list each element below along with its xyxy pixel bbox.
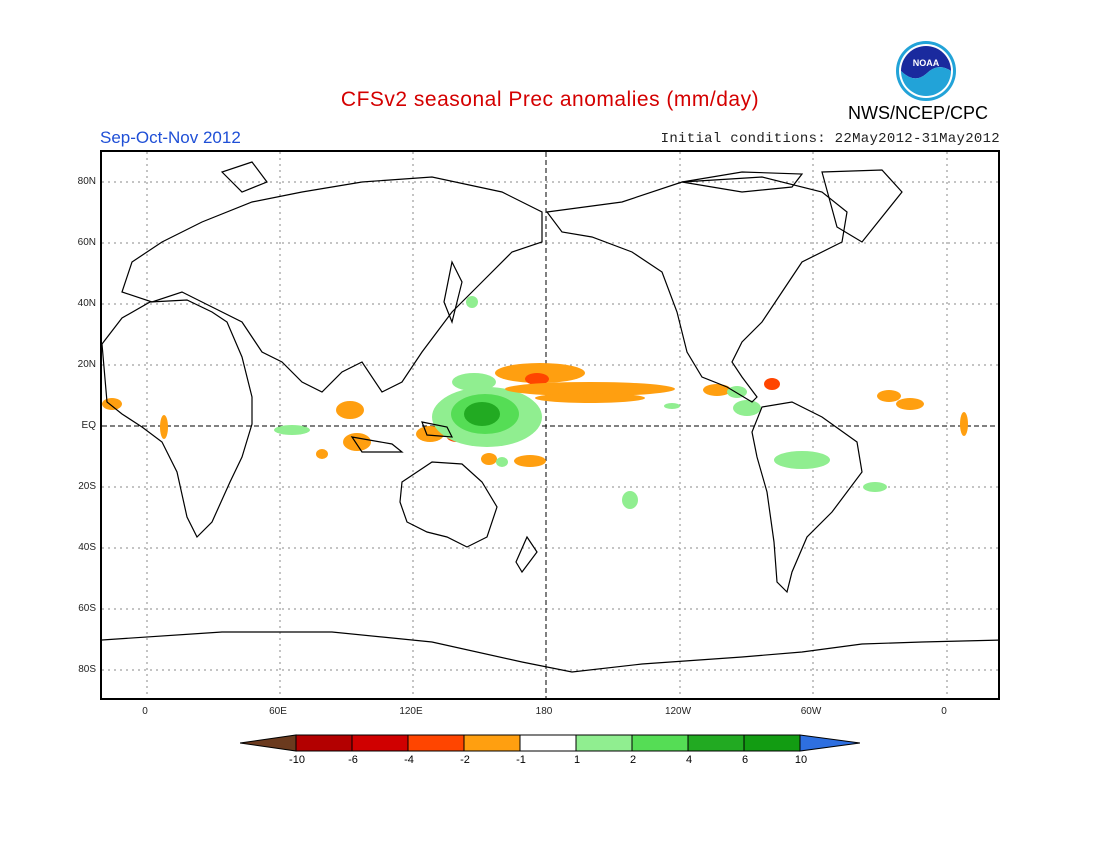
equator-dateline	[102, 152, 998, 698]
lat-label: 60S	[78, 603, 96, 614]
legend-tick: 4	[685, 754, 693, 766]
legend-swatch	[743, 734, 801, 752]
coastlines	[102, 161, 998, 673]
lon-label: 120W	[664, 706, 692, 717]
legend-swatch	[519, 734, 577, 752]
lat-label: 80S	[78, 664, 96, 675]
precip-anomalies	[102, 296, 968, 509]
map-title: CFSv2 seasonal Prec anomalies (mm/day)	[340, 88, 760, 111]
map-frame	[100, 150, 1000, 700]
legend-tick: 10	[794, 754, 808, 766]
noaa-logo: NOAA	[896, 41, 956, 101]
graticule	[102, 152, 998, 698]
legend-tick: 6	[741, 754, 749, 766]
legend-tick: -2	[460, 754, 470, 766]
legend-swatch	[240, 734, 297, 752]
initial-conditions-label: Initial conditions: 22May2012-31May2012	[660, 131, 1000, 147]
lon-label: 0	[941, 706, 947, 717]
legend-tick: 2	[629, 754, 637, 766]
lon-label: 60E	[269, 706, 287, 717]
lon-label: 180	[535, 706, 553, 717]
lon-label: 0	[142, 706, 148, 717]
legend-tick: 1	[573, 754, 581, 766]
legend-colorbar	[240, 734, 860, 752]
lat-label: 20N	[77, 359, 96, 370]
legend-tick: -4	[404, 754, 414, 766]
lat-label: 80N	[77, 176, 96, 187]
legend-swatch	[575, 734, 633, 752]
lat-label: EQ	[81, 420, 96, 431]
lat-label: 20S	[78, 481, 96, 492]
legend-tick: -1	[516, 754, 526, 766]
legend-tick: -10	[289, 754, 305, 766]
lat-label: 40N	[77, 298, 96, 309]
legend-swatch	[631, 734, 689, 752]
map-canvas	[102, 152, 998, 698]
logo-text: NOAA	[913, 58, 940, 68]
legend-tick: -6	[348, 754, 358, 766]
legend-swatch	[687, 734, 745, 752]
lat-label: 60N	[77, 237, 96, 248]
lat-label: 40S	[78, 542, 96, 553]
legend-swatch	[463, 734, 521, 752]
legend-swatch	[407, 734, 465, 752]
legend-swatch	[799, 734, 860, 752]
agency-label: NWS/NCEP/CPC	[848, 103, 989, 123]
lon-label: 60W	[800, 706, 822, 717]
legend-swatch	[295, 734, 353, 752]
lon-label: 120E	[399, 706, 423, 717]
legend-swatch	[351, 734, 409, 752]
season-label: Sep-Oct-Nov 2012	[100, 128, 241, 147]
